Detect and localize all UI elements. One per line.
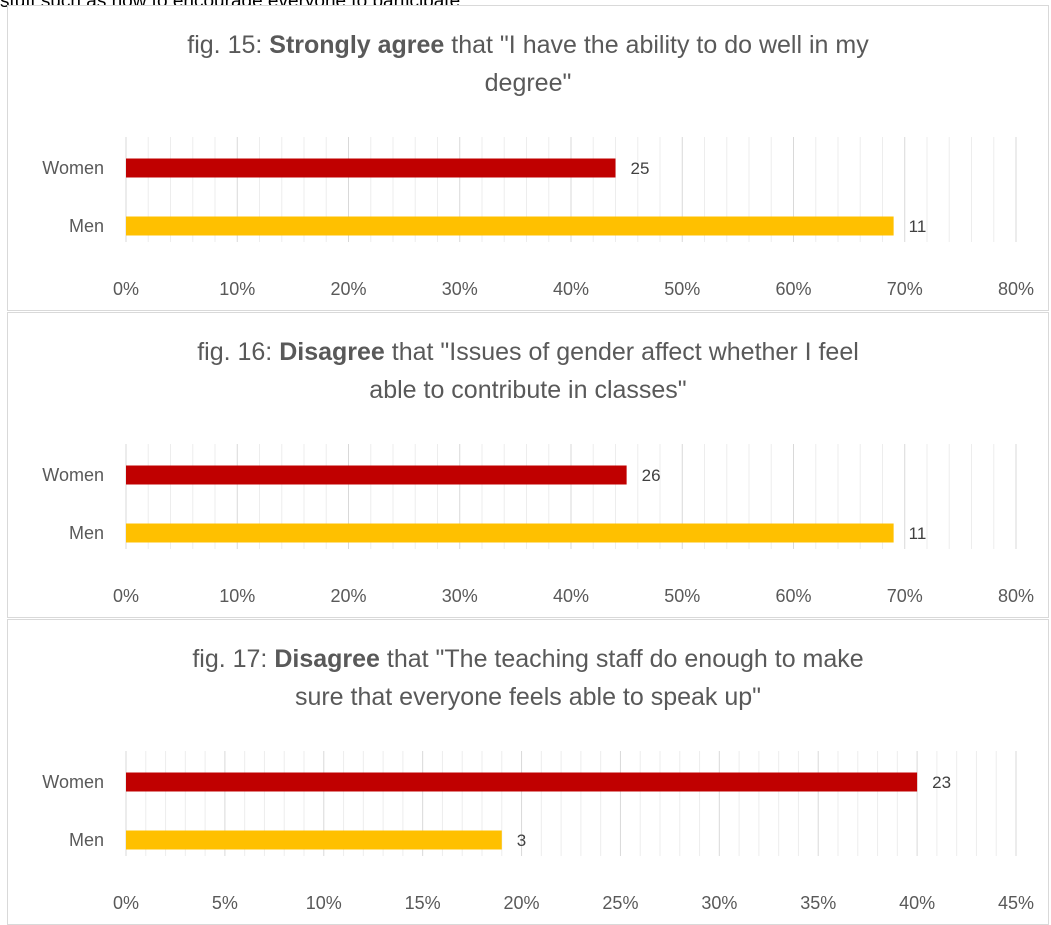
- x-tick-label: 40%: [553, 586, 589, 606]
- x-tick-label: 30%: [442, 279, 478, 299]
- category-label-women: Women: [42, 465, 104, 485]
- data-label-women: 23: [932, 773, 951, 792]
- x-tick-label: 40%: [899, 893, 935, 913]
- x-tick-label: 5%: [212, 893, 238, 913]
- category-label-men: Men: [69, 830, 104, 850]
- x-tick-label: 0%: [113, 586, 139, 606]
- bar-women: [126, 465, 627, 485]
- x-tick-label: 50%: [664, 586, 700, 606]
- chart-title-line1: fig. 16: Disagree that "Issues of gender…: [197, 338, 859, 366]
- bar-chart: fig. 16: Disagree that "Issues of gender…: [42, 338, 1034, 606]
- chart-title-prefix: fig. 15:: [187, 31, 269, 59]
- data-label-men: 11: [909, 217, 927, 236]
- category-label-men: Men: [69, 523, 104, 543]
- x-tick-label: 40%: [553, 279, 589, 299]
- x-tick-label: 0%: [113, 279, 139, 299]
- x-tick-label: 20%: [330, 586, 366, 606]
- data-label-men: 11: [909, 524, 927, 543]
- x-tick-label: 35%: [800, 893, 836, 913]
- x-tick-label: 25%: [602, 893, 638, 913]
- bar-men: [126, 216, 894, 236]
- chart-title-bold: Strongly agree: [269, 31, 444, 59]
- chart-panel-fig15: fig. 15: Strongly agree that "I have the…: [7, 5, 1049, 311]
- bar-men: [126, 830, 502, 850]
- chart-title-line2: sure that everyone feels able to speak u…: [295, 683, 761, 711]
- chart-title-prefix: fig. 16:: [197, 338, 279, 366]
- x-tick-label: 70%: [887, 586, 923, 606]
- category-label-women: Women: [42, 772, 104, 792]
- x-tick-label: 80%: [998, 279, 1034, 299]
- category-label-women: Women: [42, 158, 104, 178]
- category-label-men: Men: [69, 216, 104, 236]
- chart-title-line2: able to contribute in classes": [369, 376, 686, 404]
- chart-title-rest: that "I have the ability to do well in m…: [444, 31, 869, 59]
- x-tick-label: 50%: [664, 279, 700, 299]
- x-tick-label: 0%: [113, 893, 139, 913]
- x-tick-label: 60%: [775, 279, 811, 299]
- chart-title-bold: Disagree: [279, 338, 385, 366]
- x-tick-label: 70%: [887, 279, 923, 299]
- x-tick-label: 20%: [330, 279, 366, 299]
- data-label-men: 3: [517, 831, 526, 850]
- chart-panel-fig16: fig. 16: Disagree that "Issues of gender…: [7, 312, 1049, 618]
- x-tick-label: 10%: [219, 586, 255, 606]
- chart-title-bold: Disagree: [274, 645, 380, 673]
- chart-title-line1: fig. 15: Strongly agree that "I have the…: [187, 31, 869, 59]
- chart-title-rest: that "The teaching staff do enough to ma…: [380, 645, 864, 673]
- bar-women: [126, 772, 918, 792]
- x-tick-label: 15%: [405, 893, 441, 913]
- data-label-women: 25: [631, 159, 650, 178]
- x-tick-label: 60%: [775, 586, 811, 606]
- chart-title-line1: fig. 17: Disagree that "The teaching sta…: [192, 645, 863, 673]
- x-tick-label: 20%: [504, 893, 540, 913]
- x-tick-label: 10%: [306, 893, 342, 913]
- chart-title-prefix: fig. 17:: [192, 645, 274, 673]
- data-label-women: 26: [642, 466, 661, 485]
- bar-men: [126, 523, 894, 543]
- x-tick-label: 30%: [701, 893, 737, 913]
- chart-title-rest: that "Issues of gender affect whether I …: [385, 338, 859, 366]
- bar-chart: fig. 17: Disagree that "The teaching sta…: [42, 645, 1034, 913]
- x-tick-label: 45%: [998, 893, 1034, 913]
- bar-women: [126, 158, 616, 178]
- chart-panel-fig17: fig. 17: Disagree that "The teaching sta…: [7, 619, 1049, 925]
- chart-title-line2: degree": [485, 69, 572, 97]
- x-tick-label: 30%: [442, 586, 478, 606]
- bar-chart: fig. 15: Strongly agree that "I have the…: [42, 31, 1034, 299]
- x-tick-label: 80%: [998, 586, 1034, 606]
- x-tick-label: 10%: [219, 279, 255, 299]
